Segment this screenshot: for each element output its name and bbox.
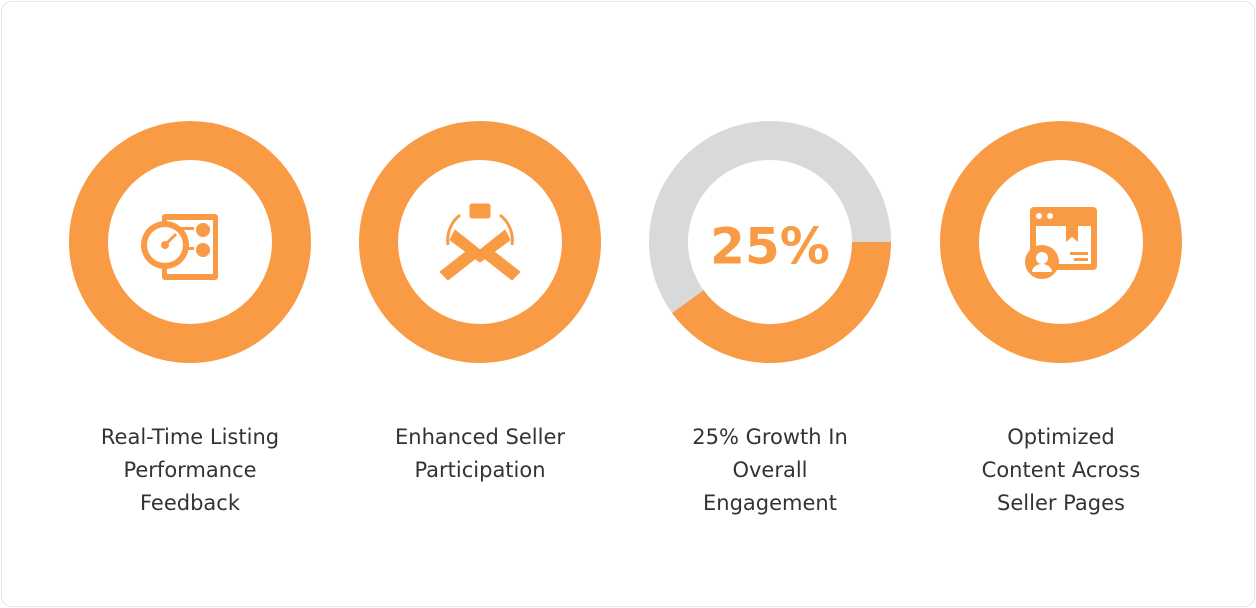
item-label: Participation bbox=[414, 458, 545, 482]
ring-progress bbox=[672, 241, 891, 363]
item-label: Engagement bbox=[703, 491, 837, 515]
ring bbox=[359, 121, 601, 363]
item-label: Optimized bbox=[1007, 425, 1115, 449]
icon-feedback bbox=[141, 214, 218, 280]
item-label: Overall bbox=[732, 458, 807, 482]
item-label: 25% Growth In bbox=[692, 425, 848, 449]
icon-content bbox=[1025, 207, 1097, 279]
ring bbox=[69, 121, 311, 363]
item-label: Real-Time Listing bbox=[101, 425, 279, 449]
stat-value: 25% bbox=[710, 218, 830, 276]
item-label: Performance bbox=[123, 458, 256, 482]
item-label: Seller Pages bbox=[997, 491, 1125, 515]
ring bbox=[940, 121, 1182, 363]
item-label: Enhanced Seller bbox=[395, 425, 565, 449]
item-label: Feedback bbox=[140, 491, 241, 515]
icon-participation bbox=[439, 203, 521, 281]
item-label: Content Across bbox=[982, 458, 1141, 482]
